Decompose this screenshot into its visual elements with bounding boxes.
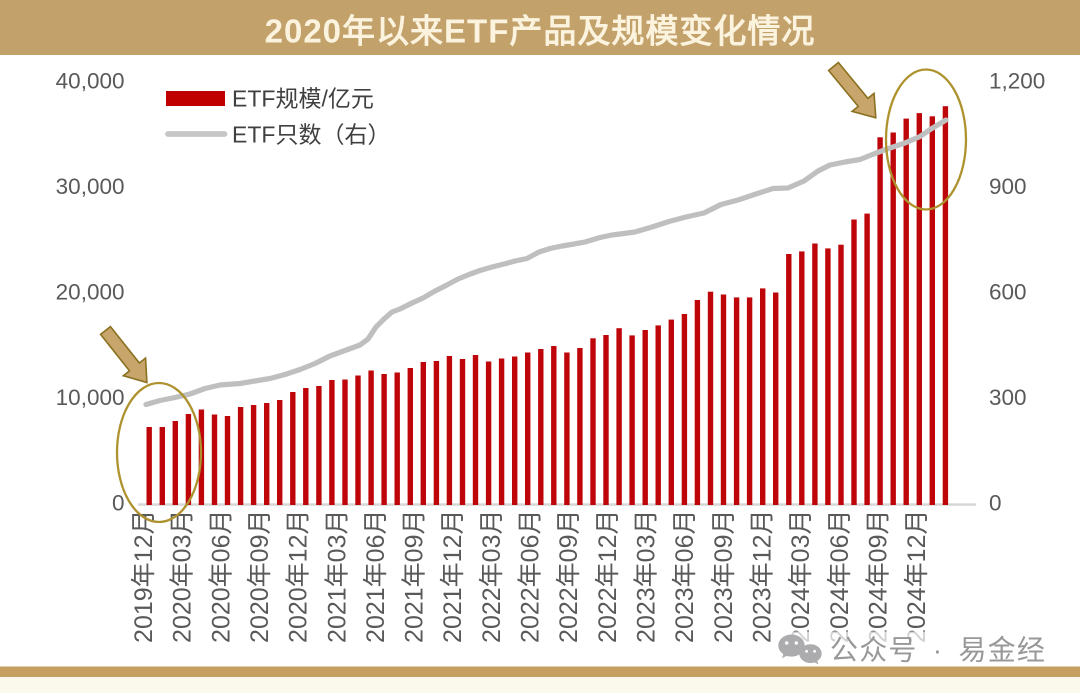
svg-text:2023年06月: 2023年06月 — [671, 510, 699, 643]
svg-text:2020年12月: 2020年12月 — [285, 510, 313, 643]
svg-text:600: 600 — [989, 280, 1027, 305]
svg-text:2020年09月: 2020年09月 — [246, 510, 274, 643]
svg-text:300: 300 — [989, 385, 1027, 410]
svg-text:ETF只数（右）: ETF只数（右） — [232, 122, 390, 148]
svg-text:2023年09月: 2023年09月 — [710, 510, 738, 643]
svg-text:2022年12月: 2022年12月 — [594, 510, 622, 643]
svg-text:2021年09月: 2021年09月 — [401, 510, 429, 643]
svg-text:2020年03月: 2020年03月 — [169, 510, 197, 643]
svg-text:2023年03月: 2023年03月 — [633, 510, 661, 643]
svg-text:40,000: 40,000 — [56, 69, 125, 94]
svg-text:2022年03月: 2022年03月 — [478, 510, 506, 643]
svg-text:2024年06月: 2024年06月 — [826, 510, 854, 643]
svg-text:2020年06月: 2020年06月 — [207, 510, 235, 643]
svg-text:公众号 · 易金经: 公众号 · 易金经 — [830, 635, 1046, 666]
svg-text:0: 0 — [112, 491, 125, 516]
svg-text:2019年12月: 2019年12月 — [130, 510, 158, 643]
svg-text:1,200: 1,200 — [989, 69, 1045, 94]
svg-text:2020年以来ETF产品及规模变化情况: 2020年以来ETF产品及规模变化情况 — [265, 13, 816, 50]
svg-text:2021年03月: 2021年03月 — [323, 510, 351, 643]
svg-text:2024年12月: 2024年12月 — [903, 510, 931, 643]
svg-text:900: 900 — [989, 174, 1027, 199]
svg-text:20,000: 20,000 — [56, 280, 125, 305]
svg-text:2021年06月: 2021年06月 — [362, 510, 390, 643]
svg-text:2023年12月: 2023年12月 — [749, 510, 777, 643]
svg-text:2024年03月: 2024年03月 — [787, 510, 815, 643]
svg-text:ETF规模/亿元: ETF规模/亿元 — [232, 86, 374, 112]
svg-text:2022年06月: 2022年06月 — [517, 510, 545, 643]
svg-text:0: 0 — [989, 491, 1002, 516]
svg-text:2021年12月: 2021年12月 — [439, 510, 467, 643]
svg-text:10,000: 10,000 — [56, 385, 125, 410]
svg-text:2022年09月: 2022年09月 — [555, 510, 583, 643]
svg-text:30,000: 30,000 — [56, 174, 125, 199]
svg-text:2024年09月: 2024年09月 — [864, 510, 892, 643]
